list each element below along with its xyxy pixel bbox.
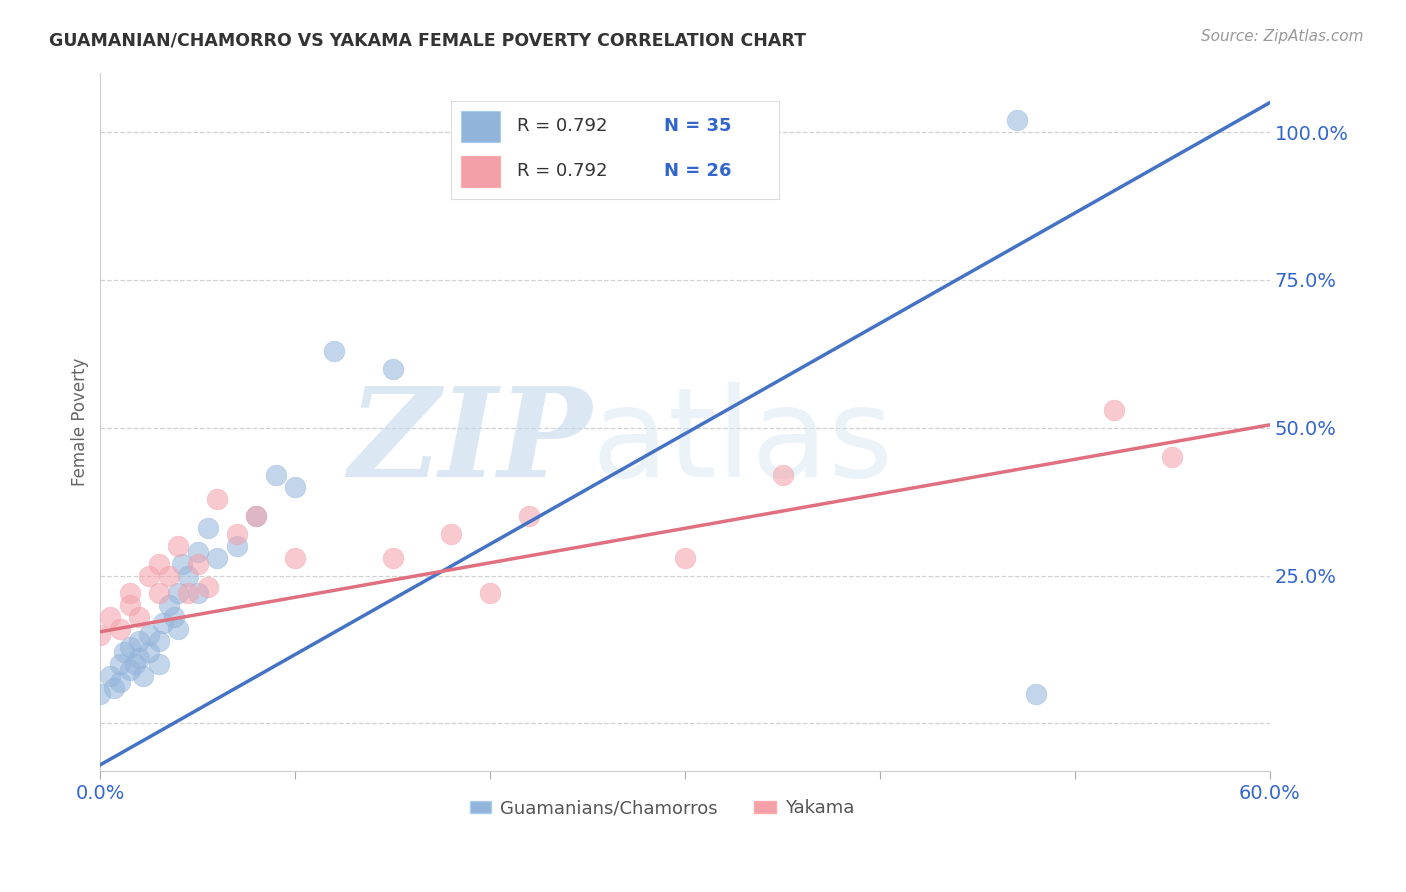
Point [284,480,307,494]
Point [1161,450,1184,465]
Point [118,598,141,612]
Point [1025,687,1047,701]
Point [167,539,190,553]
Point [197,521,219,535]
Text: Source: ZipAtlas.com: Source: ZipAtlas.com [1201,29,1364,44]
Point [187,545,209,559]
Point [152,615,174,630]
Point [108,675,131,690]
Y-axis label: Female Poverty: Female Poverty [72,358,89,486]
Point [225,527,247,541]
Point [112,645,135,659]
Point [157,568,180,582]
Point [157,598,180,612]
Point [772,468,794,483]
Point [264,468,287,483]
Point [207,491,229,506]
Point [177,586,200,600]
Point [132,669,155,683]
Point [172,557,194,571]
Point [440,527,463,541]
Text: atlas: atlas [592,383,894,503]
Point [124,657,146,672]
Text: GUAMANIAN/CHAMORRO VS YAKAMA FEMALE POVERTY CORRELATION CHART: GUAMANIAN/CHAMORRO VS YAKAMA FEMALE POVE… [49,31,806,49]
Point [167,622,190,636]
Point [98,669,121,683]
Point [118,586,141,600]
Point [108,657,131,672]
Point [245,509,267,524]
Point [517,509,540,524]
Point [163,610,186,624]
Point [148,657,170,672]
Point [381,550,404,565]
Point [245,509,267,524]
Text: ZIP: ZIP [347,382,592,503]
Point [167,586,190,600]
Point [89,687,111,701]
Point [187,586,209,600]
Point [207,550,229,565]
Point [148,633,170,648]
Point [103,681,125,695]
Point [128,633,150,648]
Point [128,610,150,624]
Legend: Guamanians/Chamorros, Yakama: Guamanians/Chamorros, Yakama [463,792,862,824]
Point [1102,403,1125,417]
Point [177,568,200,582]
Point [108,622,131,636]
Point [138,568,160,582]
Point [381,361,404,376]
Point [323,343,346,358]
Point [118,640,141,654]
Point [98,610,121,624]
Point [148,586,170,600]
Point [118,663,141,677]
Point [197,581,219,595]
Point [138,645,160,659]
Point [673,550,696,565]
Point [138,628,160,642]
Point [225,539,247,553]
Point [479,586,502,600]
Point [187,557,209,571]
Point [284,550,307,565]
Point [1005,113,1028,128]
Point [128,651,150,665]
Point [148,557,170,571]
Point [89,628,111,642]
